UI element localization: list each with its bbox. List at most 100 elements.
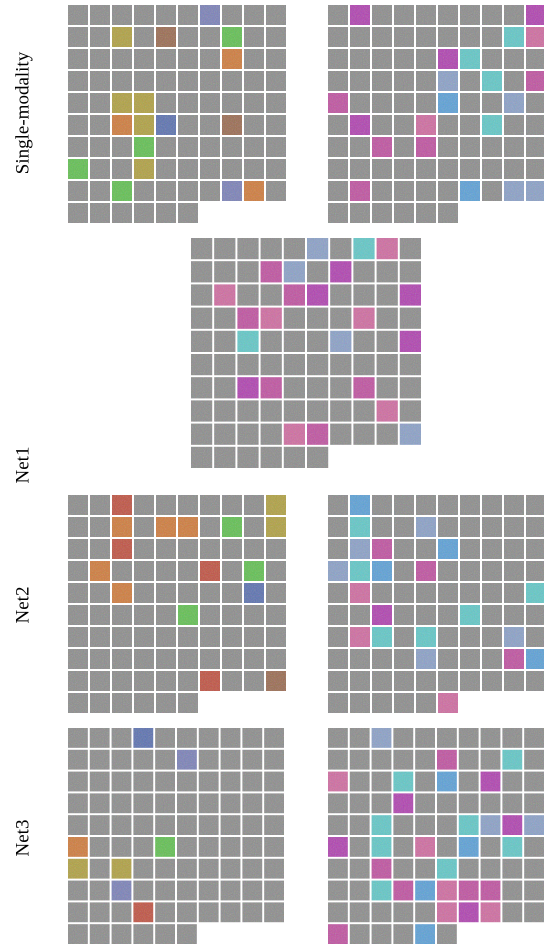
tile-noise	[372, 561, 392, 581]
tile-noise	[480, 771, 501, 792]
tile-noise	[438, 115, 458, 135]
tile-noise	[89, 728, 110, 748]
tile-noise	[524, 837, 544, 857]
tile-noise	[264, 880, 284, 901]
tile-noise	[264, 749, 284, 770]
tile-noise	[504, 71, 524, 91]
tile-noise	[526, 159, 544, 179]
tile-noise	[266, 137, 286, 157]
tile-noise	[237, 238, 259, 260]
tile-noise	[283, 446, 305, 468]
tile-noise	[504, 583, 524, 603]
tile-noise	[350, 627, 370, 647]
tile-noise	[177, 880, 197, 901]
tile-noise	[237, 446, 259, 468]
tile-noise	[133, 749, 154, 770]
tile-noise	[482, 27, 502, 47]
tile-noise	[328, 771, 348, 792]
tile-noise	[222, 495, 242, 515]
tile-noise	[376, 238, 398, 260]
tile-noise	[112, 49, 132, 69]
tile-noise	[416, 583, 436, 603]
tile-noise	[155, 880, 175, 901]
tile-noise	[244, 627, 264, 647]
tile-noise	[415, 815, 435, 835]
tile-noise	[177, 793, 197, 814]
tile-noise	[133, 771, 154, 792]
tile-noise	[394, 49, 414, 69]
tile-noise	[399, 354, 421, 376]
tile-noise	[328, 203, 348, 223]
tile-noise	[376, 423, 398, 445]
tile-noise	[482, 671, 502, 691]
tile-noise	[372, 627, 392, 647]
tile-noise	[155, 902, 175, 923]
tile-noise	[266, 671, 286, 691]
tile-noise	[68, 583, 88, 603]
tile-noise	[68, 793, 88, 814]
tile-noise	[350, 71, 370, 91]
tile-noise	[220, 771, 241, 792]
tile-noise	[68, 693, 88, 713]
tile-noise	[90, 181, 110, 201]
tile-noise	[372, 671, 392, 691]
tile-noise	[399, 238, 421, 260]
tile-noise	[222, 605, 242, 625]
tile-noise	[524, 858, 544, 879]
tile-noise	[307, 307, 329, 329]
tile-noise	[460, 517, 480, 537]
tile-noise	[328, 495, 348, 515]
tile-noise	[458, 749, 479, 770]
tile-noise	[328, 858, 348, 879]
tile-noise	[90, 605, 110, 625]
tile-noise	[524, 815, 544, 835]
tile-noise	[90, 649, 110, 669]
tile-noise	[376, 284, 398, 306]
tile-noise	[244, 605, 264, 625]
tile-noise	[416, 561, 436, 581]
tile-noise	[394, 203, 414, 223]
tile-noise	[242, 815, 263, 835]
tile-noise	[526, 671, 544, 691]
tile-noise	[416, 137, 436, 157]
tile-noise	[504, 93, 524, 113]
tile-noise	[330, 354, 352, 376]
tile-noise	[214, 238, 236, 260]
tile-noise	[200, 671, 220, 691]
tile-noise	[244, 27, 264, 47]
tile-noise	[178, 49, 198, 69]
tile-noise	[460, 627, 480, 647]
tile-noise	[200, 583, 220, 603]
tile-noise	[266, 649, 286, 669]
filter-grid	[328, 495, 544, 713]
tile-noise	[214, 377, 236, 399]
tile-noise	[242, 902, 263, 923]
tile-noise	[112, 5, 132, 25]
tile-noise	[328, 137, 348, 157]
tile-noise	[502, 815, 523, 835]
tile-noise	[134, 203, 154, 223]
tile-noise	[198, 902, 219, 923]
tile-noise	[220, 880, 241, 901]
tile-noise	[244, 649, 264, 669]
tile-noise	[330, 377, 352, 399]
tile-noise	[156, 495, 176, 515]
tile-noise	[112, 159, 132, 179]
tile-noise	[438, 27, 458, 47]
tile-noise	[504, 49, 524, 69]
tile-noise	[214, 284, 236, 306]
tile-noise	[371, 771, 392, 792]
tile-noise	[526, 583, 544, 603]
tile-noise	[178, 517, 198, 537]
tile-noise	[482, 627, 502, 647]
tile-noise	[112, 693, 132, 713]
tile-noise	[244, 93, 264, 113]
tile-noise	[482, 517, 502, 537]
tile-noise	[178, 561, 198, 581]
tile-noise	[526, 181, 544, 201]
tile-noise	[460, 159, 480, 179]
tile-noise	[524, 793, 544, 814]
tile-noise	[133, 924, 154, 944]
tile-noise	[328, 5, 348, 25]
